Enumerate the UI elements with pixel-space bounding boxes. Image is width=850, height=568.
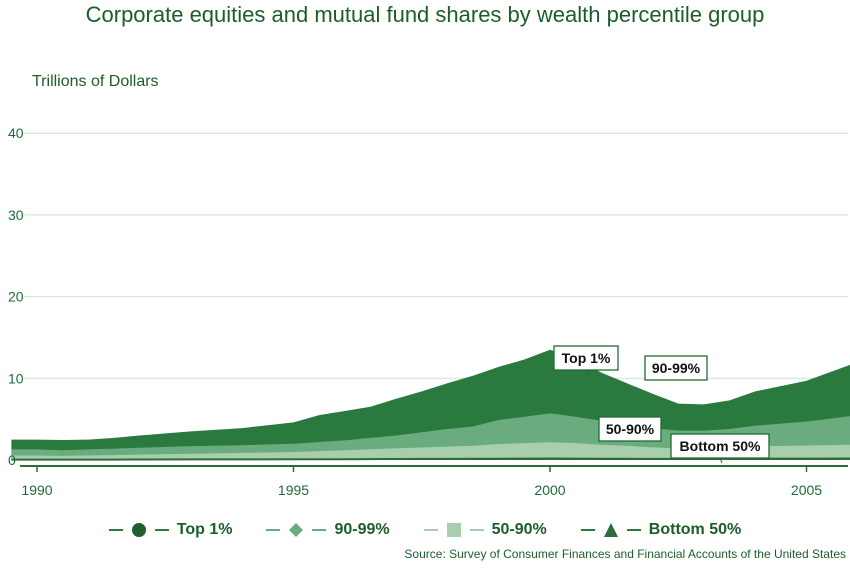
legend-line [266, 529, 281, 531]
y-axis-ticks: 0 10 20 30 40 [8, 125, 24, 468]
legend-item-bottom50[interactable]: Bottom 50% [580, 521, 742, 539]
legend-line [469, 529, 484, 531]
series-annotations: Top 1% 90-99% 50-90% Bottom 50% [553, 345, 770, 464]
x-tick-label: 1995 [278, 482, 309, 498]
triangle-marker-icon [603, 523, 618, 537]
y-tick-label: 10 [8, 370, 24, 386]
legend-label: 90-99% [334, 521, 390, 538]
y-tick-label: 30 [8, 207, 24, 223]
annotation-label: 50-90% [598, 416, 662, 442]
legend: Top 1% 90-99% 50-90% Bottom 50% [0, 521, 850, 539]
legend-line [154, 529, 169, 531]
annotation-label: Top 1% [553, 345, 619, 371]
legend-label: Top 1% [176, 521, 233, 538]
legend-label: 50-90% [491, 521, 547, 538]
legend-line [108, 529, 123, 531]
square-marker-icon [446, 523, 461, 537]
legend-item-top1[interactable]: Top 1% [108, 521, 233, 539]
annotation-text: 90-99% [652, 360, 701, 376]
gridlines [24, 132, 848, 379]
legend-item-50-90[interactable]: 50-90% [423, 521, 547, 539]
legend-label: Bottom 50% [648, 521, 742, 538]
x-tick-label: 2000 [534, 482, 565, 498]
annotation-text: 50-90% [606, 421, 655, 437]
y-axis-title: Trillions of Dollars [32, 73, 159, 90]
legend-line [580, 529, 595, 531]
legend-line [423, 529, 438, 531]
area-top-1- [11, 349, 850, 460]
area-50-90- [11, 442, 850, 460]
annotation-text: Top 1% [562, 350, 611, 366]
legend-line [312, 529, 327, 531]
annotation-label: 90-99% [644, 355, 708, 381]
y-tick-label: 20 [8, 289, 24, 305]
x-axis-ticks: 1990199520002005201020152020 [21, 466, 822, 498]
y-tick-label: 40 [8, 125, 24, 141]
annotation-pointer [719, 457, 723, 464]
legend-item-90-99[interactable]: 90-99% [266, 521, 390, 539]
bottom-50-line [11, 457, 850, 461]
diamond-marker-icon [289, 523, 304, 537]
y-tick-label: 0 [8, 452, 16, 468]
annotation-pointer [585, 369, 591, 377]
x-tick-label: 2005 [791, 482, 822, 498]
annotation-text: Bottom 50% [680, 438, 761, 454]
circle-marker-icon [131, 523, 146, 537]
chart-title: Corporate equities and mutual fund share… [85, 2, 765, 27]
annotation-label: Bottom 50% [670, 433, 770, 459]
x-tick-label: 1990 [21, 482, 52, 498]
source-note: Source: Survey of Consumer Finances and … [404, 547, 846, 561]
stacked-areas [11, 349, 850, 461]
legend-line [626, 529, 641, 531]
area-chart: Trillions of Dollars 0 10 20 30 40 1990 1995 2… [8, 73, 850, 498]
